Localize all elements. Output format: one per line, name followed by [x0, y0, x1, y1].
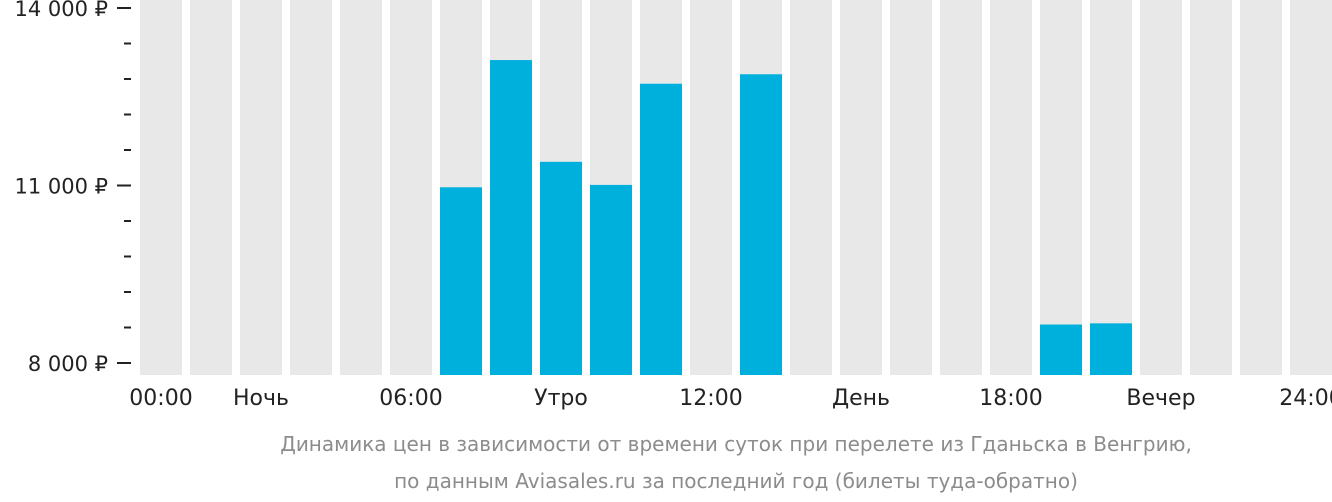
- y-tick-label: 11 000 ₽: [14, 175, 108, 199]
- price-bar[interactable]: [540, 161, 582, 375]
- background-column: [240, 0, 282, 375]
- x-tick-label: Вечер: [1126, 386, 1195, 411]
- price-bar[interactable]: [590, 184, 632, 375]
- background-column: [1090, 0, 1132, 375]
- background-column: [1140, 0, 1182, 375]
- background-column: [190, 0, 232, 375]
- x-tick-label: 18:00: [979, 386, 1042, 411]
- x-tick-label: Утро: [534, 386, 588, 411]
- x-tick-label: Ночь: [233, 386, 289, 411]
- background-column: [840, 0, 882, 375]
- x-tick-label: 06:00: [379, 386, 442, 411]
- background-columns: [140, 0, 1332, 375]
- x-tick-label: 00:00: [129, 386, 192, 411]
- background-column: [890, 0, 932, 375]
- y-tick-label: 8 000 ₽: [28, 352, 108, 376]
- price-bar[interactable]: [490, 60, 532, 376]
- x-tick-label: 24:00: [1279, 386, 1332, 411]
- background-column: [690, 0, 732, 375]
- price-bar[interactable]: [440, 187, 482, 375]
- background-column: [1290, 0, 1332, 375]
- price-bar[interactable]: [1090, 323, 1132, 375]
- y-axis: 8 000 ₽ 11 000 ₽ 14 000 ₽: [14, 0, 131, 376]
- price-bars: [440, 60, 1132, 376]
- x-axis: 00:00 Ночь 06:00 Утро 12:00 День 18:00 Вечер 24:…: [129, 386, 1332, 411]
- price-bar[interactable]: [740, 74, 782, 376]
- background-column: [940, 0, 982, 375]
- price-bar[interactable]: [640, 83, 682, 375]
- background-column: [1240, 0, 1282, 375]
- x-tick-label: 12:00: [679, 386, 742, 411]
- chart-caption-line-2: по данным Aviasales.ru за последний год …: [394, 469, 1078, 493]
- price-bar[interactable]: [1040, 324, 1082, 375]
- background-column: [340, 0, 382, 375]
- chart-caption-line-1: Динамика цен в зависимости от времени су…: [280, 432, 1192, 456]
- background-column: [390, 0, 432, 375]
- y-tick-label: 14 000 ₽: [14, 0, 108, 21]
- background-column: [990, 0, 1032, 375]
- background-column: [1040, 0, 1082, 375]
- x-tick-label: День: [832, 386, 890, 411]
- background-column: [1190, 0, 1232, 375]
- background-column: [790, 0, 832, 375]
- background-column: [140, 0, 182, 375]
- background-column: [290, 0, 332, 375]
